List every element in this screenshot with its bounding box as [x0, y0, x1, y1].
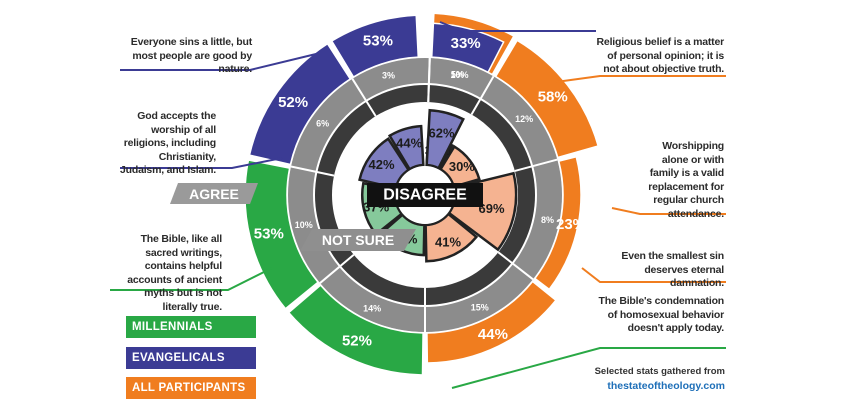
inner-bar-9	[425, 108, 465, 170]
statement-label-3: The Bible, like all sacred writings, con…	[127, 233, 222, 313]
leader-line-7	[611, 207, 726, 215]
inner-value-1: 44%	[396, 136, 422, 151]
unsure-value-5: 15%	[471, 302, 489, 312]
outer-value-3: 53%	[254, 225, 284, 242]
not-sure-banner-label: NOT SURE	[322, 232, 394, 248]
outer-wedge-5	[426, 280, 557, 364]
legend-evangelicals: EVANGELICALS	[126, 347, 256, 369]
unsure-value-2: 6%	[316, 118, 329, 128]
leader-line-3	[110, 267, 273, 291]
not-sure-banner	[300, 229, 416, 251]
outer-value-4: 52%	[342, 332, 372, 349]
agree-banner-label: AGREE	[189, 186, 239, 202]
divider-5	[497, 251, 534, 281]
outer-value-1: 53%	[363, 33, 393, 50]
statement-label-7: Worshipping alone or with family is a va…	[648, 140, 724, 220]
outer-wedge-2	[248, 42, 352, 166]
statement-label-6: Even the smallest sin deserves eternal d…	[621, 250, 724, 289]
credit-line-1: Selected stats gathered from	[594, 366, 725, 377]
outer-value-9: 33%	[451, 35, 481, 52]
legend-millennials: MILLENNIALS	[126, 316, 256, 338]
agree-banner	[170, 183, 258, 204]
statement-label-4: The Bible's condemnation of homosexual b…	[598, 295, 725, 334]
inner-value-7: 30%	[449, 159, 475, 174]
inner-bar-5	[424, 212, 479, 263]
divider-3	[319, 254, 355, 284]
divider-6	[514, 158, 558, 172]
inner-value-9: 62%	[429, 126, 455, 141]
divider-2	[290, 165, 335, 177]
outer-wedge-6	[533, 155, 582, 291]
leader-line-4	[451, 347, 726, 389]
statement-label-2: God accepts the worship of all religions…	[120, 110, 216, 176]
leader-line-1	[120, 53, 317, 71]
unsure-value-6: 8%	[541, 215, 554, 225]
unsure-value-8: 10%	[450, 70, 468, 80]
outer-value-2: 52%	[278, 94, 308, 111]
unsure-value-3: 10%	[295, 220, 313, 230]
inner-bar-1	[387, 124, 425, 171]
unsure-value-7: 12%	[515, 114, 533, 124]
outer-wedge-9	[430, 22, 505, 74]
center-label-bg	[367, 183, 483, 207]
outer-value-6: 23%	[556, 216, 586, 233]
center-label: DISAGREE	[383, 187, 467, 204]
leader-line-9	[439, 21, 596, 32]
outer-wedge-4	[287, 284, 424, 376]
outer-wedge-1	[330, 14, 420, 78]
unsure-value-9: 5%	[451, 69, 464, 79]
statement-label-8: Religious belief is a matter of personal…	[596, 36, 725, 75]
divider-1	[351, 78, 377, 117]
inner-value-5: 41%	[435, 235, 461, 250]
leader-line-2	[120, 157, 283, 169]
inner-value-6: 69%	[479, 201, 505, 216]
leader-line-6	[581, 267, 726, 283]
divider-9	[427, 58, 431, 103]
statement-label-1: Everyone sins a little, but most people …	[130, 36, 252, 75]
outer-value-7: 58%	[538, 88, 568, 105]
unsure-value-1: 3%	[382, 70, 395, 80]
divider-7	[470, 75, 495, 115]
outer-value-5: 44%	[478, 326, 508, 343]
leader-line-8	[555, 75, 726, 83]
inner-value-2: 42%	[369, 157, 395, 172]
unsure-value-4: 14%	[363, 303, 381, 313]
outer-wedge-7	[494, 39, 600, 159]
credit-link[interactable]: thestateoftheology.com	[607, 380, 725, 392]
legend-all-participants: ALL PARTICIPANTS	[126, 377, 256, 399]
inner-bar-7	[438, 144, 481, 189]
